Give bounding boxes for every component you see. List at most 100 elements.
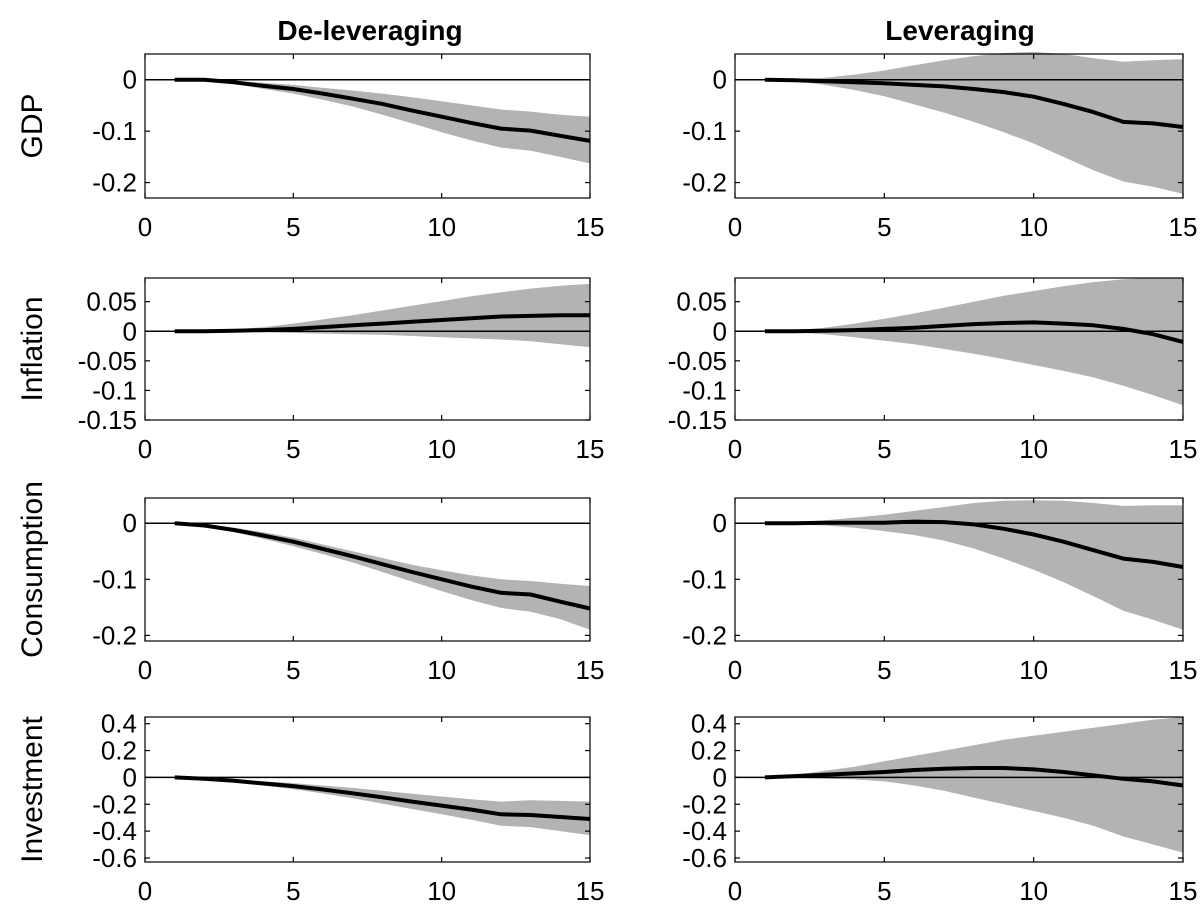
axes-box — [144, 716, 591, 863]
x-tick-label: 15 — [1169, 212, 1198, 242]
x-tick-label: 5 — [286, 212, 300, 242]
response-line — [174, 521, 591, 611]
y-tick-label: 0.4 — [101, 709, 137, 739]
axes-box — [144, 277, 591, 421]
panel-3: 0 5 10 150.050-0.05-0.1-0.15 — [668, 277, 1198, 464]
x-tick-label: 10 — [427, 212, 456, 242]
response-line — [764, 77, 1184, 129]
x-tick-label: 15 — [576, 655, 605, 685]
y-tick-label: 0 — [123, 762, 137, 792]
column-title-deleveraging: De-leveraging — [277, 15, 462, 46]
x-tick-label: 10 — [1019, 434, 1048, 464]
response-line — [174, 77, 591, 143]
y-tick-label: -0.1 — [682, 564, 727, 594]
axes-box — [144, 53, 591, 199]
column-title-leveraging: Leveraging — [885, 15, 1034, 46]
y-tick-label: -0.6 — [92, 843, 137, 873]
x-tick-label: 5 — [286, 876, 300, 906]
y-tick-label: 0 — [123, 508, 137, 538]
x-tick-label: 15 — [576, 212, 605, 242]
confidence-band — [174, 79, 590, 164]
y-tick-label: 0.2 — [691, 736, 727, 766]
confidence-band — [174, 523, 590, 630]
axes-box — [734, 497, 1184, 642]
panel-7: 0 5 10 150.40.20-0.2-0.4-0.6 — [682, 709, 1197, 906]
response-line — [174, 775, 591, 821]
x-tick-label: 5 — [286, 655, 300, 685]
y-tick-label: -0.1 — [92, 116, 137, 146]
x-tick-label: 10 — [1019, 212, 1048, 242]
confidence-band — [764, 51, 1183, 194]
confidence-band — [174, 777, 590, 836]
x-tick-label: 15 — [1169, 655, 1198, 685]
x-tick-label: 5 — [877, 655, 891, 685]
y-tick-label: 0 — [123, 316, 137, 346]
y-tick-label: -0.05 — [668, 346, 727, 376]
x-tick-label: 5 — [877, 212, 891, 242]
x-tick-label: 0 — [728, 212, 742, 242]
y-tick-label: -0.1 — [92, 564, 137, 594]
y-tick-label: -0.15 — [668, 405, 727, 435]
axes-box — [144, 497, 591, 642]
panel-4: 0 5 10 15 0 -0.1 -0.2 Consumption — [16, 481, 604, 685]
y-tick-label: -0.2 — [92, 620, 137, 650]
x-tick-label: 15 — [576, 876, 605, 906]
y-axis-label: Investment — [16, 715, 49, 862]
y-tick-label: -0.05 — [78, 346, 137, 376]
y-tick-label: -0.1 — [682, 116, 727, 146]
y-tick-label: 0 — [713, 508, 727, 538]
confidence-band — [764, 278, 1183, 406]
x-tick-label: 10 — [1019, 876, 1048, 906]
y-tick-label: -0.15 — [78, 405, 137, 435]
axes-box — [734, 277, 1184, 421]
y-tick-label: 0.4 — [691, 709, 727, 739]
panel-1: 0 5 10 15 0 -0.1 -0.2 — [682, 51, 1198, 242]
x-tick-label: 10 — [427, 655, 456, 685]
y-tick-label: 0.05 — [676, 287, 727, 317]
x-tick-label: 10 — [427, 876, 456, 906]
y-tick-label: -0.2 — [682, 168, 727, 198]
x-tick-label: 5 — [877, 876, 891, 906]
confidence-band — [764, 500, 1183, 630]
response-line — [764, 320, 1184, 344]
x-tick-label: 0 — [728, 876, 742, 906]
panel-0: 0 5 10 15 0 -0.1 -0.2 GDP — [16, 53, 605, 242]
x-tick-label: 0 — [138, 655, 152, 685]
y-tick-label: 0.2 — [101, 736, 137, 766]
y-tick-label: -0.6 — [682, 843, 727, 873]
y-tick-label: -0.4 — [682, 816, 727, 846]
x-tick-label: 15 — [1169, 434, 1198, 464]
y-tick-label: -0.4 — [92, 816, 137, 846]
y-tick-label: -0.2 — [682, 620, 727, 650]
x-tick-label: 0 — [138, 212, 152, 242]
x-tick-label: 0 — [728, 434, 742, 464]
x-tick-label: 0 — [138, 434, 152, 464]
y-tick-label: -0.1 — [682, 375, 727, 405]
y-tick-label: 0 — [713, 316, 727, 346]
axes-box — [734, 716, 1184, 863]
confidence-band — [764, 717, 1183, 853]
y-axis-label: Inflation — [16, 296, 49, 401]
y-tick-label: -0.2 — [92, 168, 137, 198]
x-tick-label: 5 — [877, 434, 891, 464]
y-tick-label: 0 — [123, 65, 137, 95]
x-tick-label: 0 — [138, 876, 152, 906]
x-tick-label: 15 — [1169, 876, 1198, 906]
y-axis-label: Consumption — [16, 481, 49, 658]
y-tick-label: -0.1 — [92, 375, 137, 405]
x-tick-label: 10 — [427, 434, 456, 464]
y-tick-label: -0.2 — [682, 789, 727, 819]
response-line — [764, 766, 1184, 788]
x-tick-label: 10 — [1019, 655, 1048, 685]
y-axis-label: GDP — [16, 93, 49, 158]
y-tick-label: 0.05 — [86, 287, 137, 317]
y-tick-label: 0 — [713, 65, 727, 95]
axes-box — [734, 53, 1184, 199]
x-tick-label: 15 — [576, 434, 605, 464]
panel-5: 0 5 10 15 0 -0.1 -0.2 — [682, 497, 1198, 685]
response-line — [174, 313, 590, 334]
y-tick-label: -0.2 — [92, 789, 137, 819]
